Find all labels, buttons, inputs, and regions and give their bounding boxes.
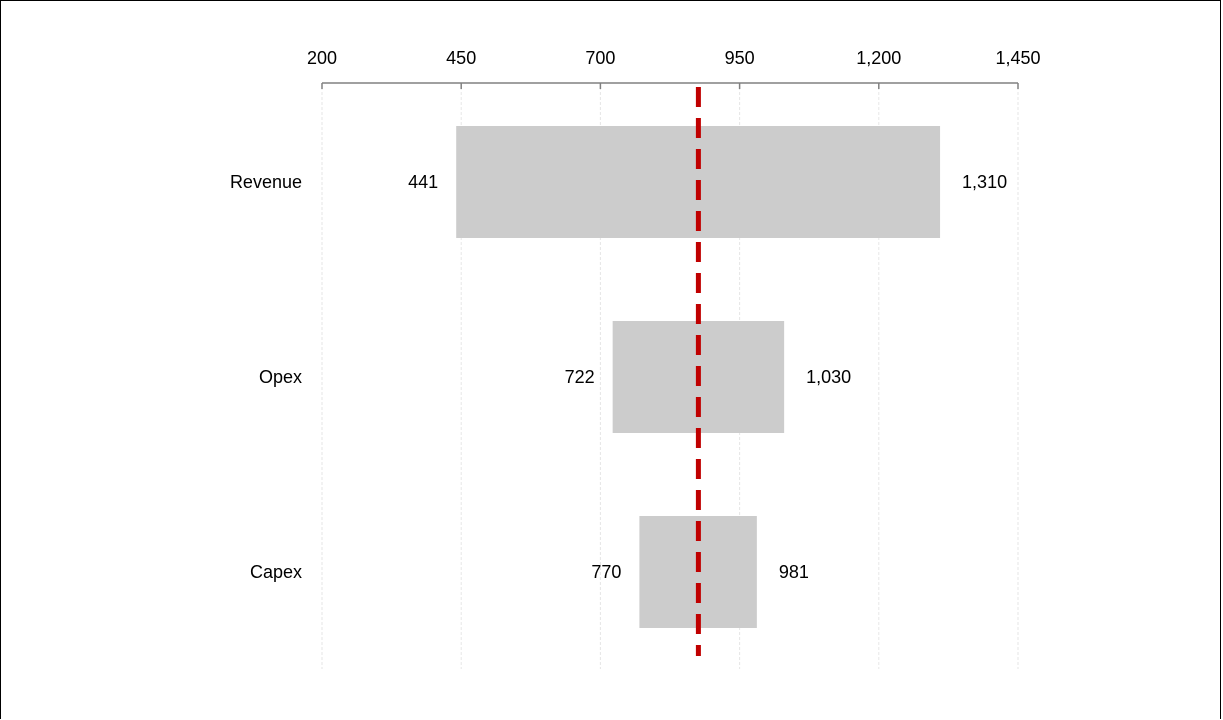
x-tick-label: 1,450 bbox=[995, 48, 1040, 68]
high-value-label: 1,030 bbox=[806, 367, 851, 387]
low-value-label: 722 bbox=[565, 367, 595, 387]
category-label: Opex bbox=[259, 367, 302, 387]
low-value-label: 441 bbox=[408, 172, 438, 192]
category-label: Capex bbox=[250, 562, 302, 582]
x-tick-label: 450 bbox=[446, 48, 476, 68]
x-axis: 200 450 700 950 1,200 1,450 bbox=[307, 48, 1041, 89]
x-tick-label: 200 bbox=[307, 48, 337, 68]
labels: Revenue 441 1,310 Opex 722 1,030 Capex 770 981 bbox=[230, 172, 1007, 582]
x-tick-label: 950 bbox=[725, 48, 755, 68]
low-value-label: 770 bbox=[591, 562, 621, 582]
high-value-label: 981 bbox=[779, 562, 809, 582]
category-label: Revenue bbox=[230, 172, 302, 192]
high-value-label: 1,310 bbox=[962, 172, 1007, 192]
x-tick-label: 700 bbox=[585, 48, 615, 68]
x-tick-label: 1,200 bbox=[856, 48, 901, 68]
